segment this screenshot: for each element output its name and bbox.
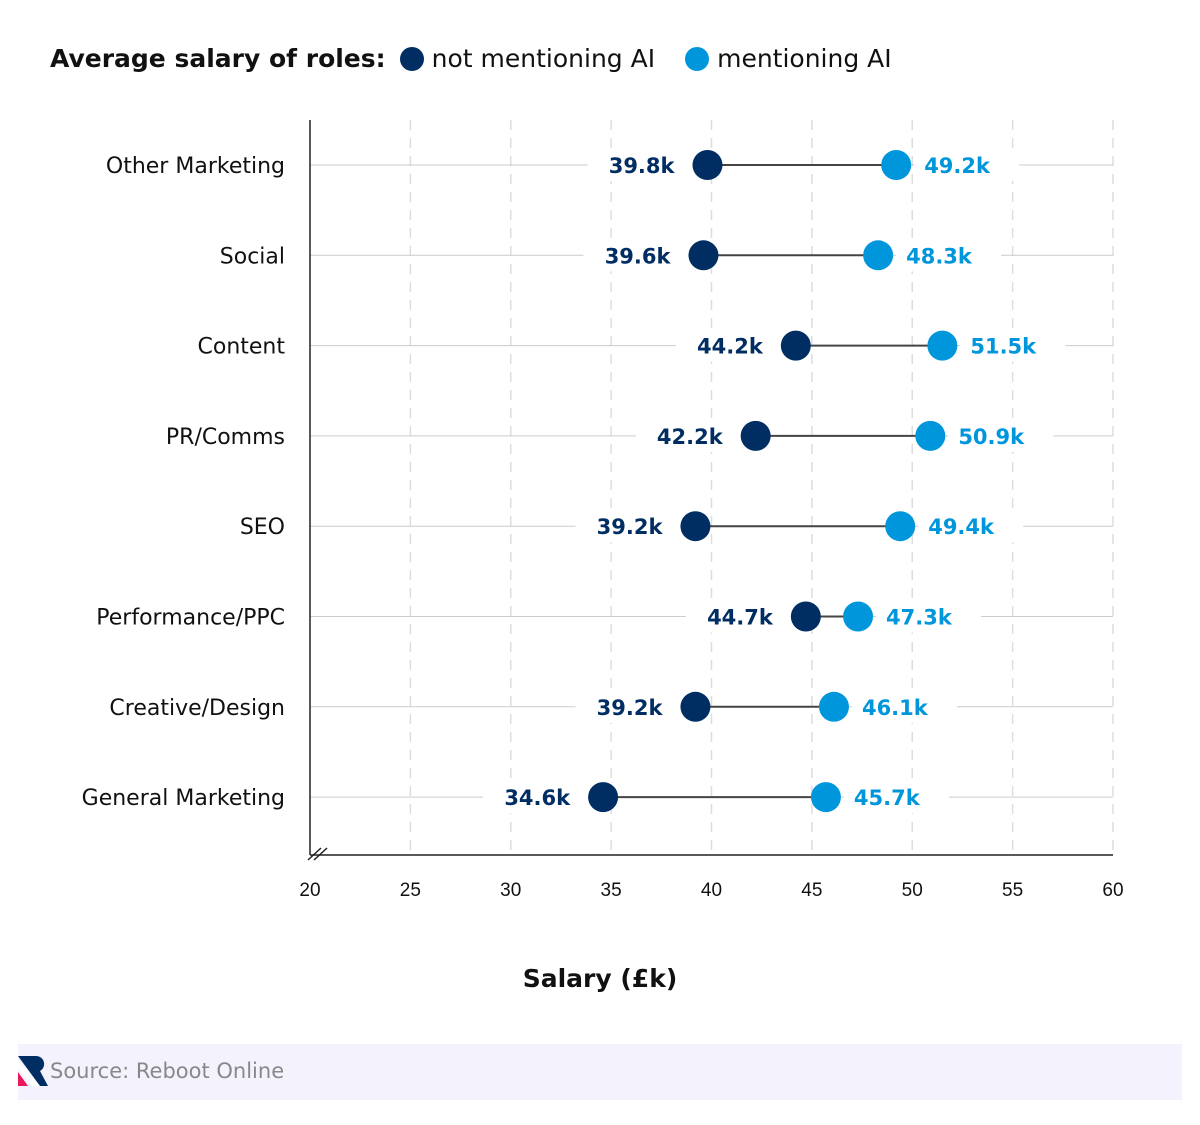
label-bg	[635, 419, 741, 452]
category-label: Social	[220, 244, 285, 269]
axis-break-icon	[313, 847, 328, 861]
x-tick-label: 45	[801, 880, 822, 901]
label-bg	[587, 149, 693, 181]
dumbbell-chart: 20 25 30 35 40 45 50 55 60 Other Marketing 39.8k 49…	[82, 120, 1124, 993]
data-label-ai: 49.4k	[928, 515, 995, 539]
label-bg	[685, 600, 791, 633]
point-ai	[818, 691, 849, 722]
category-label: Performance/PPC	[96, 606, 285, 631]
point-ai	[843, 601, 874, 632]
data-label-not-ai: 34.6k	[504, 786, 571, 810]
label-bg	[918, 510, 1024, 543]
label-bg	[914, 149, 1020, 181]
label-bg	[583, 239, 689, 272]
point-not-ai	[680, 511, 711, 542]
data-label-not-ai: 42.2k	[657, 425, 724, 449]
axis-break-icon	[307, 847, 322, 861]
chart-title: Average salary of roles:	[50, 44, 386, 73]
point-not-ai	[680, 691, 711, 722]
x-tick-label: 20	[299, 880, 320, 901]
label-bg	[960, 329, 1066, 362]
point-not-ai	[588, 782, 619, 813]
category-label: SEO	[240, 515, 285, 540]
point-not-ai	[692, 150, 723, 180]
legend-dot-icon	[399, 46, 424, 71]
point-ai	[863, 240, 894, 271]
legend: Average salary of roles: not mentioning …	[50, 44, 922, 73]
category-label: Other Marketing	[106, 154, 285, 179]
data-label-not-ai: 39.6k	[605, 244, 672, 268]
point-not-ai	[780, 330, 811, 361]
data-label-ai: 46.1k	[862, 696, 929, 720]
category-label: PR/Comms	[166, 425, 285, 450]
reboot-logo-icon	[18, 1056, 48, 1086]
data-label-ai: 51.5k	[970, 335, 1037, 359]
data-label-not-ai: 44.2k	[697, 335, 764, 359]
label-bg	[575, 510, 681, 543]
point-ai	[881, 150, 912, 180]
data-label-ai: 49.2k	[924, 154, 991, 178]
x-tick-label: 30	[500, 880, 521, 901]
footer: Source: Reboot Online	[18, 1044, 1182, 1100]
x-tick-label: 55	[1002, 880, 1023, 901]
data-label-ai: 50.9k	[958, 425, 1025, 449]
data-label-not-ai: 39.2k	[597, 515, 664, 539]
x-tick-label: 50	[902, 880, 923, 901]
category-label: Content	[198, 335, 286, 360]
data-label-ai: 45.7k	[854, 786, 921, 810]
data-label-not-ai: 44.7k	[707, 606, 774, 630]
label-bg	[483, 781, 589, 814]
point-not-ai	[790, 601, 821, 632]
point-ai	[915, 420, 946, 451]
data-label-ai: 47.3k	[886, 606, 953, 630]
label-bg	[675, 329, 781, 362]
label-bg	[843, 781, 949, 814]
label-bg	[876, 600, 982, 633]
point-ai	[885, 511, 916, 542]
x-tick-label: 40	[701, 880, 722, 901]
point-not-ai	[740, 420, 771, 451]
label-bg	[896, 239, 1002, 272]
x-axis-title: Salary (£k)	[523, 964, 678, 993]
legend-item-not-ai: not mentioning AI	[399, 44, 655, 73]
legend-dot-icon	[685, 46, 710, 71]
label-bg	[575, 690, 681, 723]
category-label: General Marketing	[82, 786, 285, 811]
data-label-ai: 48.3k	[906, 244, 973, 268]
point-ai	[810, 782, 841, 813]
category-label: Creative/Design	[109, 696, 285, 721]
x-tick-label: 35	[601, 880, 622, 901]
data-label-not-ai: 39.2k	[597, 696, 664, 720]
source-text: Source: Reboot Online	[50, 1059, 285, 1083]
point-not-ai	[688, 240, 719, 271]
data-label-not-ai: 39.8k	[609, 154, 676, 178]
label-bg	[948, 419, 1054, 452]
point-ai	[927, 330, 958, 361]
x-tick-label: 25	[400, 880, 421, 901]
legend-item-ai: mentioning AI	[685, 44, 892, 73]
x-tick-label: 60	[1102, 880, 1123, 901]
label-bg	[851, 690, 957, 723]
